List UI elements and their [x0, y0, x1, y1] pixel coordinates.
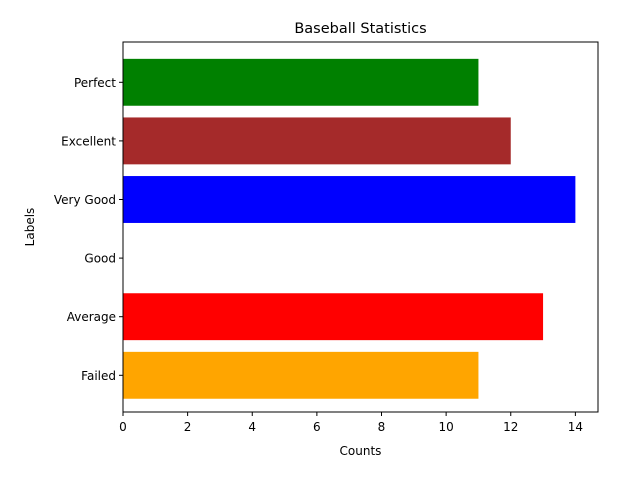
y-tick-label-failed: Failed [81, 369, 116, 383]
x-axis-ticks: 0 2 4 6 8 10 12 14 [119, 412, 583, 434]
plot-frame [122, 41, 599, 413]
x-tick-label-0: 0 [119, 420, 127, 434]
y-tick-label-good: Good [84, 252, 116, 266]
y-tick-label-excellent: Excellent [61, 134, 116, 148]
chart-title: Baseball Statistics [294, 21, 426, 37]
bar-failed [123, 351, 479, 399]
x-tick-label-10: 10 [438, 420, 453, 434]
y-tick-label-perfect: Perfect [74, 76, 116, 90]
x-tick-label-8: 8 [378, 420, 386, 434]
y-tick-label-average: Average [67, 310, 116, 324]
bar-very-good [123, 176, 576, 223]
x-tick-label-6: 6 [313, 420, 321, 434]
y-axis-label: Labels [23, 208, 37, 247]
x-axis-label: Counts [340, 444, 382, 458]
bar-perfect [123, 58, 479, 106]
x-tick-label-12: 12 [503, 420, 518, 434]
bars-layer [123, 58, 576, 399]
y-axis-ticks: Failed Average Good Very Good Excellent Perfe… [54, 76, 123, 383]
bar-excellent [123, 117, 511, 165]
bar-average [123, 293, 544, 341]
x-tick-label-2: 2 [184, 420, 192, 434]
x-tick-label-4: 4 [248, 420, 256, 434]
x-tick-label-14: 14 [568, 420, 583, 434]
y-tick-label-very-good: Very Good [54, 193, 116, 207]
